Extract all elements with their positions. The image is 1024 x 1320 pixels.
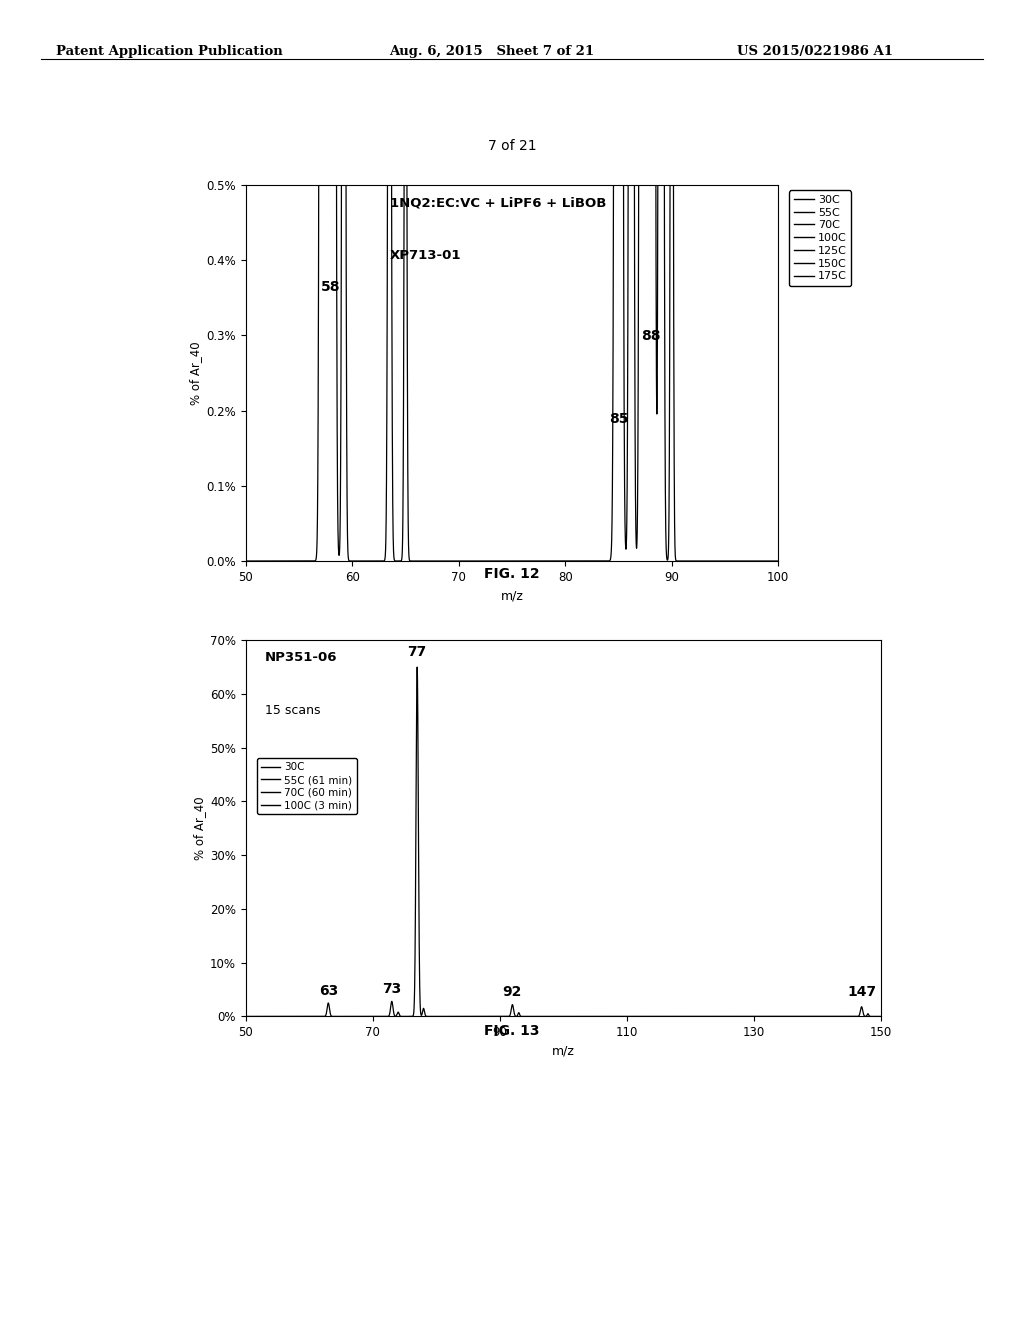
Text: Aug. 6, 2015   Sheet 7 of 21: Aug. 6, 2015 Sheet 7 of 21 [389,45,594,58]
Text: 88: 88 [641,329,660,343]
Text: Patent Application Publication: Patent Application Publication [56,45,283,58]
Y-axis label: % of Ar_40: % of Ar_40 [193,796,206,861]
Text: 73: 73 [382,982,401,997]
Text: US 2015/0221986 A1: US 2015/0221986 A1 [737,45,893,58]
Text: 63: 63 [318,983,338,998]
Y-axis label: % of Ar_40: % of Ar_40 [189,341,202,405]
Text: 58: 58 [322,280,341,294]
Text: 15 scans: 15 scans [265,704,321,717]
Legend: 30C, 55C (61 min), 70C (60 min), 100C (3 min): 30C, 55C (61 min), 70C (60 min), 100C (3… [257,758,356,814]
Text: FIG. 12: FIG. 12 [484,568,540,581]
Text: 92: 92 [503,985,522,999]
Text: NP351-06: NP351-06 [265,652,337,664]
Text: 147: 147 [847,985,877,999]
Text: FIG. 13: FIG. 13 [484,1024,540,1038]
Text: 85: 85 [608,412,629,425]
Text: XP713-01: XP713-01 [389,248,461,261]
Text: 1NQ2:EC:VC + LiPF6 + LiBOB: 1NQ2:EC:VC + LiPF6 + LiBOB [389,197,606,209]
X-axis label: m/z: m/z [552,1044,574,1057]
Text: 7 of 21: 7 of 21 [487,139,537,153]
X-axis label: m/z: m/z [501,589,523,602]
Legend: 30C, 55C, 70C, 100C, 125C, 150C, 175C: 30C, 55C, 70C, 100C, 125C, 150C, 175C [790,190,851,286]
Text: 77: 77 [408,645,427,659]
